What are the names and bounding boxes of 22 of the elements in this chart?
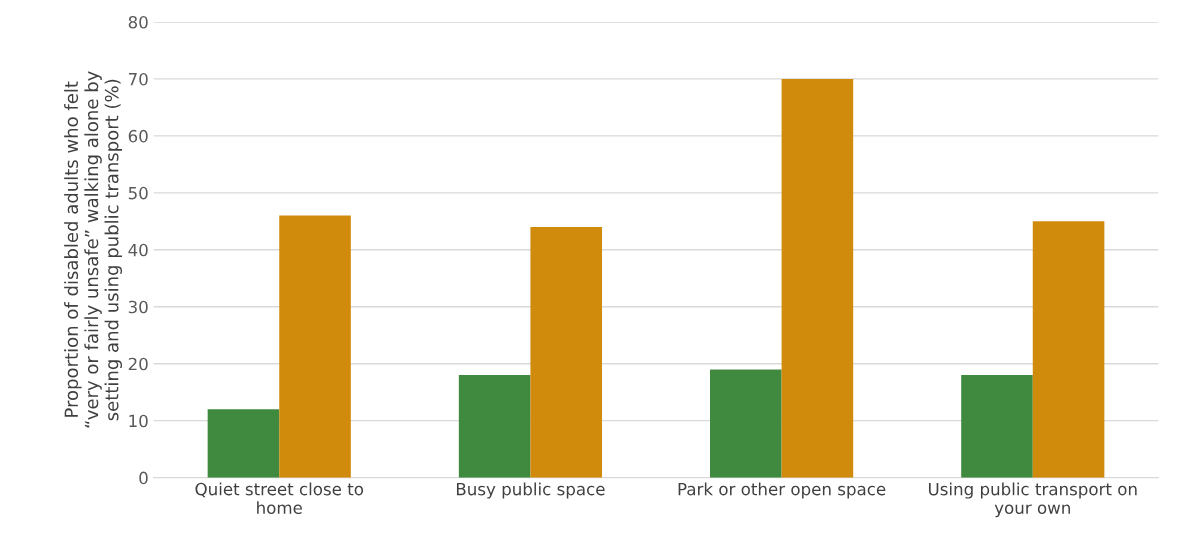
bar: [781, 78, 854, 478]
y-tick-label: 10: [129, 414, 148, 428]
y-tick-label: 20: [128, 357, 148, 371]
bar: [458, 375, 531, 478]
bar: [530, 227, 603, 478]
x-tick-label: Park or other open space: [678, 482, 886, 499]
y-tick-label: 80: [128, 15, 148, 29]
bar: [1032, 221, 1105, 478]
bar: [207, 409, 280, 478]
y-axis-title: Proportion of disabled adults who felt “very or fairly unsafe” walking alone by setting and using public transport (%): [64, 71, 123, 428]
y-tick-label: 50: [128, 186, 148, 200]
bar: [961, 375, 1033, 478]
y-tick-label: 40: [128, 243, 148, 257]
bar: [710, 369, 782, 478]
y-tick-label: 60: [128, 129, 148, 143]
y-tick-label: 70: [128, 72, 148, 86]
x-tick-label: Quiet street close to home: [195, 482, 364, 515]
x-tick-label: Busy public space: [456, 482, 605, 499]
x-tick-label: Using public transport on your own: [928, 482, 1137, 518]
bar: [279, 215, 351, 478]
y-tick-label: 30: [128, 300, 148, 314]
y-tick-label: 0: [139, 471, 148, 485]
